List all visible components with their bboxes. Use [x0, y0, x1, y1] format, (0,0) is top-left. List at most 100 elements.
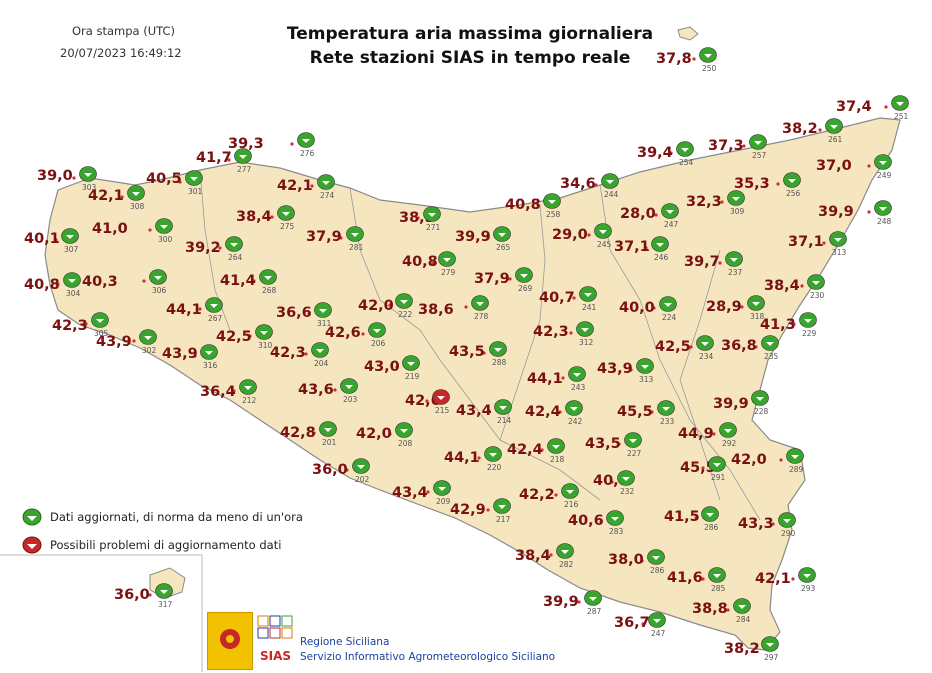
station-id-label: 220 — [487, 463, 502, 472]
station-285[interactable]: 41,6 285 — [667, 567, 726, 594]
station-305[interactable]: 42,3 305 — [52, 312, 109, 339]
station-location-dot — [692, 57, 696, 61]
station-282[interactable]: 38,4 282 — [515, 543, 574, 570]
station-276[interactable]: 39,3 276 — [228, 132, 315, 159]
station-251[interactable]: 37,4 251 — [836, 95, 909, 122]
station-313b[interactable]: 43,9 313 — [597, 358, 654, 385]
station-228[interactable]: 39,9 228 — [713, 390, 769, 417]
station-218[interactable]: 42,4 218 — [507, 438, 565, 465]
station-245[interactable]: 29,0 245 — [552, 223, 612, 250]
station-234[interactable]: 42,5 234 — [655, 335, 714, 362]
station-310[interactable]: 42,5 310 — [216, 324, 273, 351]
station-220[interactable]: 44,1 220 — [444, 446, 502, 473]
station-206[interactable]: 42,6 206 — [325, 322, 386, 349]
sias-logo-text: SIAS — [260, 649, 291, 663]
station-229[interactable]: 41,3 229 — [760, 312, 817, 339]
station-237[interactable]: 39,7 237 — [684, 251, 743, 278]
station-302[interactable]: 43,9 302 — [96, 329, 157, 356]
station-258[interactable]: 40,8 258 — [505, 193, 561, 220]
station-222[interactable]: 42,0 222 — [358, 293, 413, 320]
station-208[interactable]: 42,0 208 — [356, 422, 413, 449]
station-300[interactable]: 41,0 300 — [92, 218, 173, 245]
station-307[interactable]: 40,1 307 — [24, 228, 79, 255]
station-275[interactable]: 38,4 275 — [236, 205, 295, 232]
station-247[interactable]: 28,0 247 — [620, 203, 679, 230]
station-location-dot — [569, 331, 573, 335]
station-304[interactable]: 40,8 304 — [24, 272, 81, 299]
station-311[interactable]: 36,6 311 — [276, 302, 332, 329]
station-313[interactable]: 37,1 313 — [788, 231, 847, 258]
station-235[interactable]: 36,8 235 — [721, 335, 779, 362]
station-219[interactable]: 43,0 219 — [364, 355, 420, 382]
station-250[interactable]: 37,8 250 — [656, 47, 717, 74]
station-301[interactable]: 40,5 301 — [146, 170, 203, 197]
station-284[interactable]: 38,8 284 — [692, 598, 751, 625]
station-246[interactable]: 37,1 246 — [614, 236, 669, 263]
station-287[interactable]: 39,9 287 — [543, 590, 602, 617]
station-217[interactable]: 42,9 217 — [450, 498, 511, 525]
station-274[interactable]: 42,1 274 — [277, 174, 335, 201]
station-267[interactable]: 44,1 267 — [166, 297, 223, 324]
station-292[interactable]: 44,9 292 — [678, 422, 737, 449]
station-227[interactable]: 43,5 227 — [585, 432, 642, 459]
station-278[interactable]: 38,6 278 — [418, 295, 489, 322]
station-290[interactable]: 43,3 290 — [738, 512, 796, 539]
station-233[interactable]: 45,5 233 — [617, 400, 675, 427]
station-temp-label: 36,4 — [200, 384, 236, 400]
station-212[interactable]: 36,4 212 — [200, 379, 257, 406]
station-location-dot — [142, 279, 146, 283]
station-269[interactable]: 37,9 269 — [474, 267, 533, 294]
station-309[interactable]: 32,3 309 — [686, 190, 745, 217]
station-289[interactable]: 42,0 289 — [731, 448, 804, 475]
station-209[interactable]: 43,4 209 — [392, 480, 451, 507]
station-244[interactable]: 34,6 244 — [560, 173, 619, 200]
station-283[interactable]: 40,6 283 — [568, 510, 624, 537]
station-243[interactable]: 44,1 243 — [527, 366, 586, 393]
station-261[interactable]: 38,2 261 — [782, 118, 843, 145]
station-306[interactable]: 40,3 306 — [82, 269, 167, 296]
station-256[interactable]: 35,3 256 — [734, 172, 801, 199]
station-214[interactable]: 43,4 214 — [456, 399, 512, 426]
station-201[interactable]: 42,8 201 — [280, 421, 337, 448]
station-203[interactable]: 43,6 203 — [298, 378, 358, 405]
station-265[interactable]: 39,9 265 — [455, 226, 511, 253]
station-id-label: 217 — [496, 515, 511, 524]
station-257[interactable]: 37,3 257 — [708, 134, 767, 161]
station-286[interactable]: 41,5 286 — [664, 506, 719, 533]
station-location-dot — [718, 261, 722, 265]
station-location-dot — [486, 236, 490, 240]
station-277[interactable]: 41,7 277 — [196, 148, 252, 175]
station-264[interactable]: 39,2 264 — [185, 236, 243, 263]
station-288[interactable]: 43,5 288 — [449, 341, 507, 368]
station-216[interactable]: 42,2 216 — [519, 483, 579, 510]
station-241[interactable]: 40,7 241 — [539, 286, 597, 313]
station-268[interactable]: 41,4 268 — [220, 269, 277, 296]
station-224[interactable]: 40,0 224 — [619, 296, 677, 323]
station-204[interactable]: 42,3 204 — [270, 342, 329, 369]
station-317[interactable]: 36,0 317 — [114, 583, 173, 610]
station-202[interactable]: 36,0 202 — [312, 458, 370, 485]
station-293[interactable]: 42,1 293 — [755, 567, 816, 594]
footer-line2: Servizio Informativo Agrometeorologico S… — [300, 651, 556, 663]
station-230[interactable]: 38,4 230 — [764, 274, 825, 301]
station-308[interactable]: 42,1 308 — [88, 185, 145, 212]
marker-check-glyph — [489, 453, 497, 457]
station-249[interactable]: 37,0 249 — [816, 154, 892, 181]
station-281[interactable]: 37,9 281 — [306, 226, 364, 253]
station-286b[interactable]: 38,0 286 — [608, 549, 665, 576]
station-248[interactable]: 39,9 248 — [818, 200, 892, 227]
station-303[interactable]: 39,0 303 — [37, 166, 97, 193]
station-242[interactable]: 42,4 242 — [525, 400, 583, 427]
station-316[interactable]: 43,9 316 — [162, 344, 218, 371]
station-temp-label: 43,3 — [738, 516, 774, 532]
station-297[interactable]: 38,2 297 — [724, 636, 779, 663]
station-254[interactable]: 39,4 254 — [637, 141, 694, 168]
station-318[interactable]: 28,9 318 — [706, 295, 765, 322]
station-312[interactable]: 42,3 312 — [533, 321, 594, 348]
